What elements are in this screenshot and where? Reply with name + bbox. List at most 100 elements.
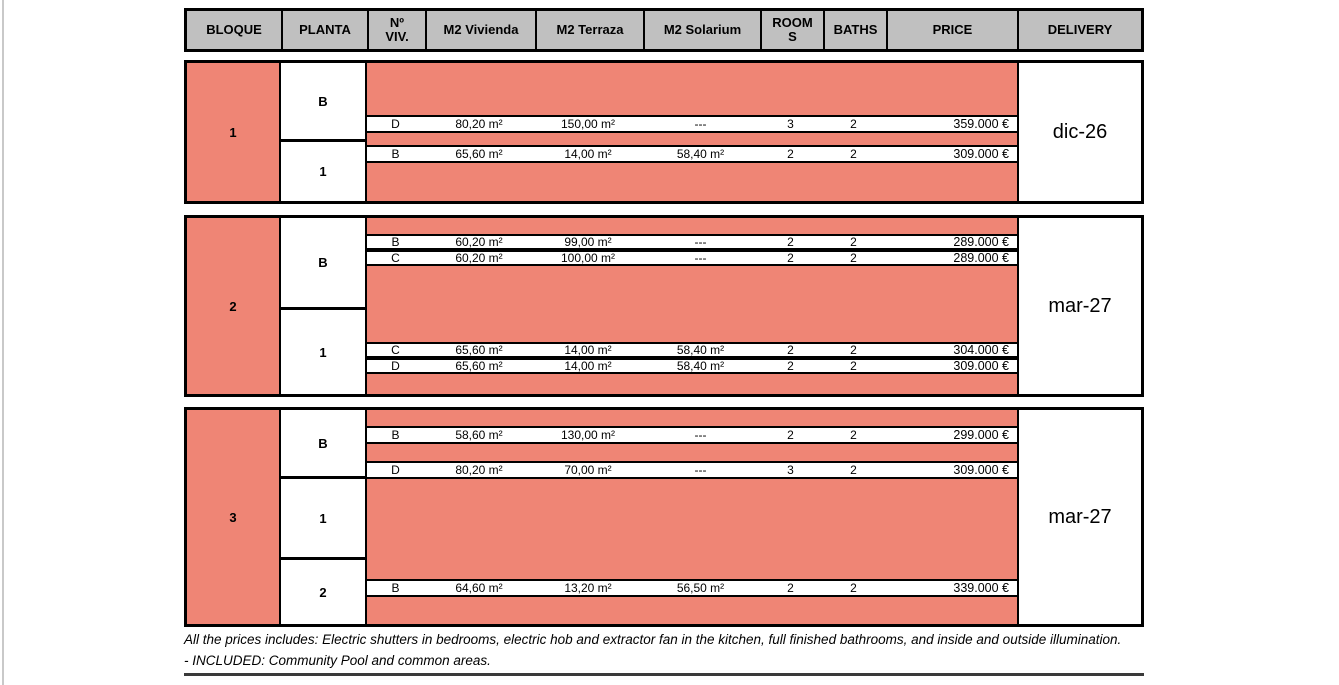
cell-m2-vivienda: 65,60 m² <box>455 147 503 161</box>
cell-price: 309.000 € <box>953 463 1009 477</box>
cell-m2-vivienda: 65,60 m² <box>455 359 503 373</box>
cell-viv: B <box>391 147 400 161</box>
cell-rooms: 2 <box>787 343 794 357</box>
bloque-number-cell: 1 <box>187 63 281 201</box>
planta-column: B 1 <box>281 63 367 201</box>
cell-m2-solarium: 58,40 m² <box>676 359 725 373</box>
cell-viv: B <box>391 428 400 442</box>
cell-viv: B <box>391 581 400 595</box>
cell-m2-terraza: 14,00 m² <box>564 359 612 373</box>
footer-notes: All the prices includes: Electric shutte… <box>184 632 1144 668</box>
delivery-date: mar-27 <box>1048 505 1112 528</box>
cell-price: 289.000 € <box>953 251 1009 265</box>
bottom-rule <box>184 673 1144 676</box>
planta-cell: B <box>281 410 365 479</box>
cell-m2-terraza: 70,00 m² <box>564 463 612 477</box>
cell-m2-solarium: 58,40 m² <box>676 343 725 357</box>
cell-viv: B <box>391 235 400 249</box>
block-2: 2 B 1 B 60,20 m² 99,00 m² --- 2 2 289.00… <box>184 215 1144 397</box>
cell-m2-solarium: --- <box>694 428 707 442</box>
cell-price: 339.000 € <box>953 581 1009 595</box>
cell-m2-vivienda: 65,60 m² <box>455 343 503 357</box>
cell-price: 304.000 € <box>953 343 1009 357</box>
header-cell-n-viv: Nº VIV. <box>368 10 426 50</box>
unit-row: B 60,20 m² 99,00 m² --- 2 2 289.000 € <box>367 234 1017 250</box>
cell-viv: D <box>391 463 400 477</box>
page-left-edge <box>2 0 4 685</box>
delivery-cell: dic-26 <box>1017 63 1141 201</box>
planta-column: B 1 <box>281 218 367 394</box>
delivery-cell: mar-27 <box>1017 410 1141 624</box>
bloque-number-cell: 2 <box>187 218 281 394</box>
cell-m2-vivienda: 80,20 m² <box>455 117 503 131</box>
table-header-row: BLOQUE PLANTA Nº VIV. M2 Vivienda M2 Ter… <box>184 8 1144 52</box>
header-label: M2 Vivienda <box>443 21 519 37</box>
cell-m2-vivienda: 64,60 m² <box>455 581 503 595</box>
cell-rooms: 2 <box>787 359 794 373</box>
unit-row: D 80,20 m² 150,00 m² --- 3 2 359.000 € <box>367 115 1017 133</box>
cell-m2-terraza: 14,00 m² <box>564 147 612 161</box>
header-cell-planta: PLANTA <box>282 10 368 50</box>
bloque-number: 2 <box>229 298 237 314</box>
unit-row: C 60,20 m² 100,00 m² --- 2 2 289.000 € <box>367 250 1017 266</box>
cell-baths: 2 <box>850 147 857 161</box>
delivery-cell: mar-27 <box>1017 218 1141 394</box>
cell-m2-terraza: 99,00 m² <box>564 235 612 249</box>
header-cell-m2-solarium: M2 Solarium <box>644 10 761 50</box>
header-label: PLANTA <box>299 21 351 37</box>
planta-label: 1 <box>319 344 327 360</box>
price-sheet: BLOQUE PLANTA Nº VIV. M2 Vivienda M2 Ter… <box>184 0 1144 676</box>
planta-cell: 1 <box>281 142 365 201</box>
cell-viv: D <box>391 117 400 131</box>
planta-cell: B <box>281 63 365 142</box>
unit-row: B 64,60 m² 13,20 m² 56,50 m² 2 2 339.000… <box>367 579 1017 597</box>
block-3: 3 B 1 2 B 58,60 m² 130,00 m² --- 2 2 299… <box>184 407 1144 627</box>
cell-baths: 2 <box>850 428 857 442</box>
cell-baths: 2 <box>850 251 857 265</box>
cell-price: 359.000 € <box>953 117 1009 131</box>
units-area: D 80,20 m² 150,00 m² --- 3 2 359.000 € B… <box>367 63 1017 201</box>
header-cell-m2-vivienda: M2 Vivienda <box>426 10 536 50</box>
cell-rooms: 2 <box>787 581 794 595</box>
planta-cell: 1 <box>281 310 365 394</box>
footer-note-prices: All the prices includes: Electric shutte… <box>184 632 1122 647</box>
planta-cell: 2 <box>281 560 365 624</box>
unit-row: D 80,20 m² 70,00 m² --- 3 2 309.000 € <box>367 461 1017 479</box>
block-1: 1 B 1 D 80,20 m² 150,00 m² --- 3 2 359.0… <box>184 60 1144 204</box>
header-label: ROOMS <box>772 14 813 44</box>
cell-price: 299.000 € <box>953 428 1009 442</box>
cell-baths: 2 <box>850 117 857 131</box>
cell-m2-terraza: 100,00 m² <box>560 251 616 265</box>
planta-label: 1 <box>319 510 327 526</box>
header-cell-baths: BATHS <box>824 10 887 50</box>
cell-rooms: 2 <box>787 428 794 442</box>
cell-m2-solarium: --- <box>694 463 707 477</box>
cell-viv: C <box>391 343 400 357</box>
cell-baths: 2 <box>850 359 857 373</box>
units-area: B 60,20 m² 99,00 m² --- 2 2 289.000 € C … <box>367 218 1017 394</box>
unit-row: B 58,60 m² 130,00 m² --- 2 2 299.000 € <box>367 426 1017 444</box>
cell-rooms: 2 <box>787 235 794 249</box>
unit-row: D 65,60 m² 14,00 m² 58,40 m² 2 2 309.000… <box>367 358 1017 374</box>
header-label: BLOQUE <box>206 21 262 37</box>
cell-price: 309.000 € <box>953 359 1009 373</box>
planta-label: 1 <box>319 164 327 179</box>
cell-rooms: 3 <box>787 117 794 131</box>
cell-rooms: 3 <box>787 463 794 477</box>
header-label: M2 Terraza <box>556 21 624 37</box>
bloque-number-cell: 3 <box>187 410 281 624</box>
delivery-date: dic-26 <box>1052 120 1108 143</box>
bloque-number: 3 <box>229 509 237 525</box>
planta-cell: 1 <box>281 479 365 560</box>
header-cell-price: PRICE <box>887 10 1018 50</box>
cell-baths: 2 <box>850 581 857 595</box>
header-cell-m2-terraza: M2 Terraza <box>536 10 644 50</box>
cell-m2-terraza: 130,00 m² <box>560 428 616 442</box>
cell-m2-solarium: --- <box>694 235 707 249</box>
cell-baths: 2 <box>850 235 857 249</box>
delivery-date: mar-27 <box>1048 294 1112 317</box>
footer-note-included: - INCLUDED: Community Pool and common ar… <box>184 653 491 668</box>
cell-baths: 2 <box>850 343 857 357</box>
unit-row: B 65,60 m² 14,00 m² 58,40 m² 2 2 309.000… <box>367 145 1017 163</box>
planta-label: B <box>318 93 328 109</box>
